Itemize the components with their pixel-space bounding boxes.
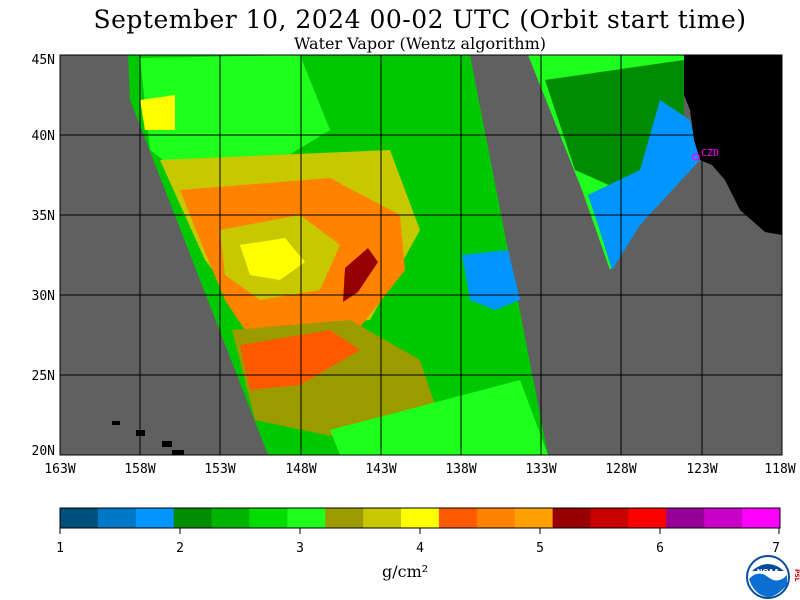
swath-west-yellow-top bbox=[140, 95, 175, 130]
colorbar-swatch bbox=[438, 508, 478, 528]
lat-label-25n: 25N bbox=[32, 369, 55, 384]
lon-label-138w: 138W bbox=[445, 462, 476, 477]
land-north-america bbox=[684, 55, 782, 235]
colorbar-swatch bbox=[742, 508, 781, 528]
swath-west-lower-green bbox=[330, 380, 548, 455]
noaa-logo: NOAA PSL bbox=[746, 555, 800, 599]
lon-label-153w: 153W bbox=[204, 462, 235, 477]
colorbar-swatch bbox=[476, 508, 516, 528]
colorbar-swatch bbox=[287, 508, 326, 528]
colorbar-tick-6: 6 bbox=[656, 541, 664, 556]
colorbar-tick-2: 2 bbox=[176, 541, 184, 556]
colorbar-swatch bbox=[60, 508, 99, 528]
lon-label-118w: 118W bbox=[764, 462, 795, 477]
lon-label-128w: 128W bbox=[605, 462, 636, 477]
colorbar-swatch bbox=[363, 508, 402, 528]
lat-label-40n: 40N bbox=[32, 129, 55, 144]
colorbar-tick-5: 5 bbox=[536, 541, 544, 556]
map-title: September 10, 2024 00-02 UTC (Orbit star… bbox=[93, 5, 747, 34]
hawaii-island-1 bbox=[112, 421, 120, 425]
station-marker bbox=[692, 153, 700, 161]
lon-label-143w: 143W bbox=[365, 462, 396, 477]
swath-west-red-core bbox=[343, 248, 378, 302]
station-label: CZD bbox=[701, 148, 719, 159]
noaa-logo-text: NOAA bbox=[757, 568, 780, 576]
colorbar-swatch bbox=[666, 508, 705, 528]
colorbar-unit: g/cm² bbox=[382, 562, 429, 581]
hawaii-island-3 bbox=[162, 441, 172, 447]
hawaii-island-4 bbox=[172, 450, 184, 455]
colorbar-swatch bbox=[173, 508, 213, 528]
lat-label-20n: 20N bbox=[32, 444, 55, 459]
psl-logo-text: PSL bbox=[793, 569, 800, 582]
colorbar-swatch bbox=[97, 508, 137, 528]
lon-label-133w: 133W bbox=[525, 462, 556, 477]
colorbar-tick-7: 7 bbox=[772, 541, 780, 556]
lon-label-163w: 163W bbox=[44, 462, 75, 477]
colorbar-swatch bbox=[401, 508, 440, 528]
colorbar-swatch bbox=[325, 508, 364, 528]
map-subtitle: Water Vapor (Wentz algorithm) bbox=[293, 34, 546, 53]
colorbar-swatch bbox=[590, 508, 629, 528]
lon-label-158w: 158W bbox=[124, 462, 155, 477]
colorbar-swatch bbox=[514, 508, 554, 528]
colorbar-swatch bbox=[704, 508, 743, 528]
lon-label-123w: 123W bbox=[686, 462, 717, 477]
colorbar-tick-3: 3 bbox=[296, 541, 304, 556]
lat-label-35n: 35N bbox=[32, 209, 55, 224]
colorbar-ticks bbox=[59, 528, 780, 534]
colorbar-swatch bbox=[135, 508, 175, 528]
latitude-labels: 45N 40N 35N 30N 25N 20N bbox=[32, 53, 55, 459]
colorbar-tick-4: 4 bbox=[416, 541, 424, 556]
colorbar-swatch bbox=[552, 508, 592, 528]
lon-label-148w: 148W bbox=[285, 462, 316, 477]
swath-west-bright-yellow bbox=[240, 238, 305, 280]
colorbar bbox=[60, 508, 781, 528]
map-frame bbox=[59, 54, 783, 456]
colorbar-swatch bbox=[211, 508, 250, 528]
lat-label-45n: 45N bbox=[32, 53, 55, 68]
colorbar-tick-labels: 1 2 3 4 5 6 7 bbox=[56, 541, 780, 556]
colorbar-swatch bbox=[628, 508, 667, 528]
lat-label-30n: 30N bbox=[32, 289, 55, 304]
swath-east-blue bbox=[588, 100, 700, 270]
colorbar-tick-1: 1 bbox=[56, 541, 64, 556]
colorbar-swatch bbox=[249, 508, 288, 528]
longitude-labels: 163W 158W 153W 148W 143W 138W 133W 128W … bbox=[44, 462, 795, 477]
graticule bbox=[60, 55, 782, 455]
